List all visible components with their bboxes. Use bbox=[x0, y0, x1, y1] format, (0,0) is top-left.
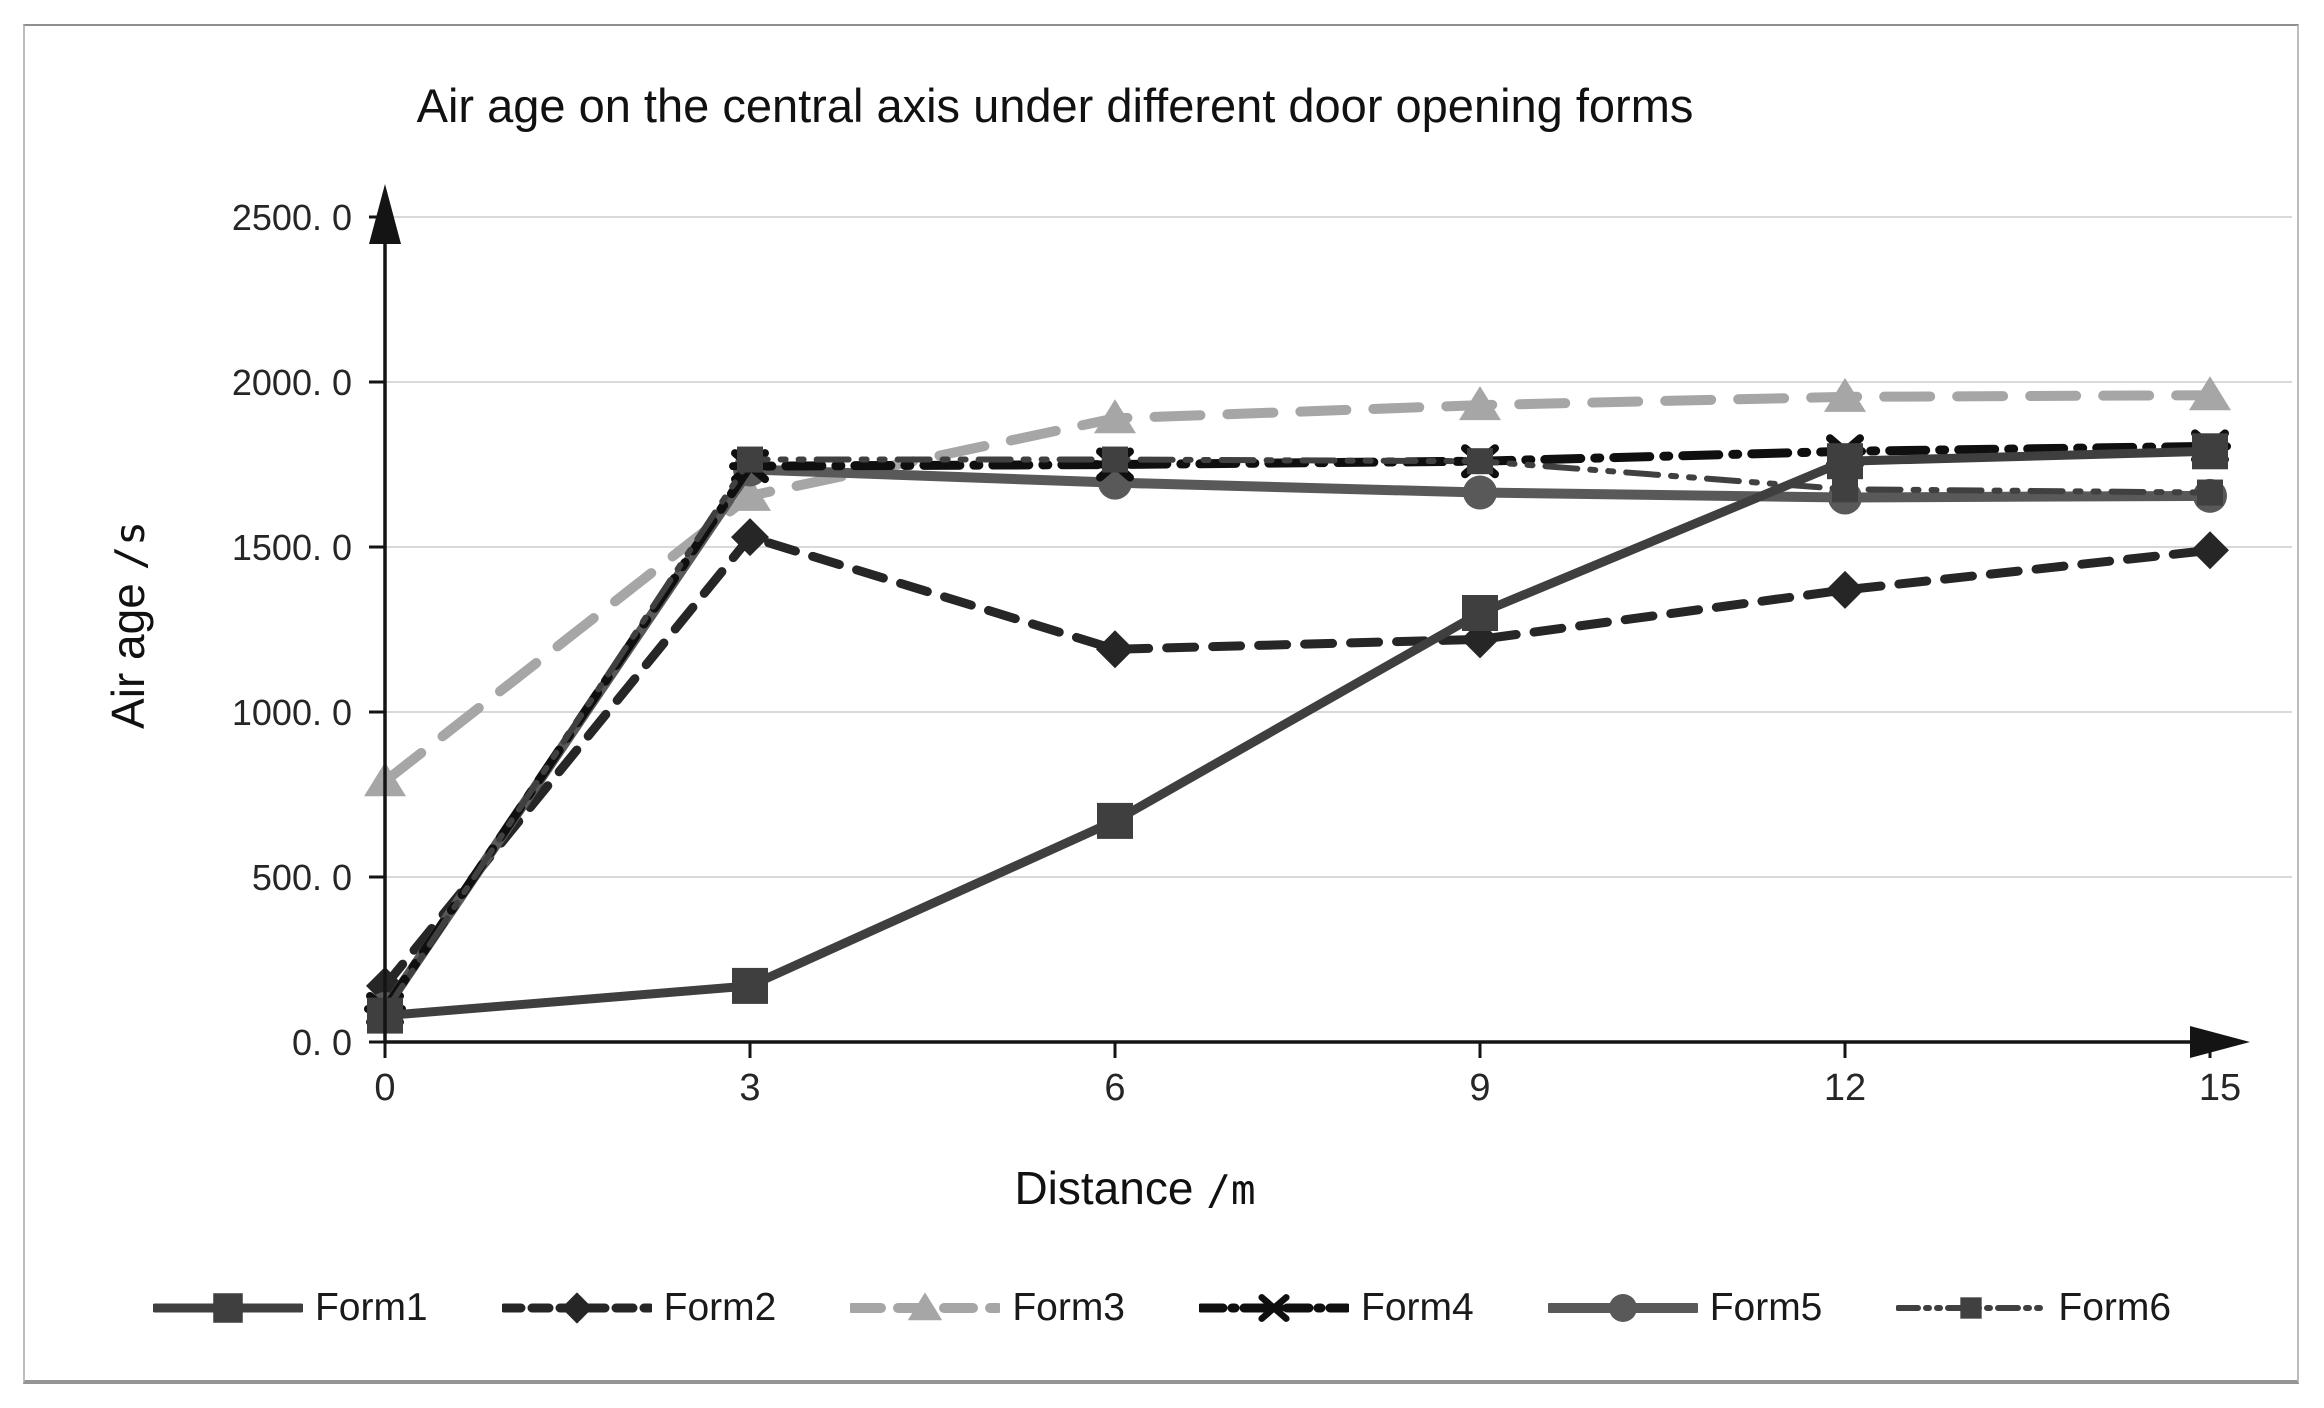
y-tick-label: 2000. 0 bbox=[232, 362, 352, 403]
x-axis-title-text: Distance bbox=[1014, 1162, 1194, 1214]
legend: Form1 Form2 Form3 Form4 Form5 Form6 bbox=[0, 1285, 2324, 1331]
chart-title: Air age on the central axis under differ… bbox=[416, 79, 1694, 132]
gridlines bbox=[385, 216, 2292, 878]
series-Form2-line bbox=[380, 532, 2215, 991]
legend-item-form5: Form5 bbox=[1547, 1285, 1823, 1331]
series-Form5 bbox=[368, 452, 2227, 1026]
series-Form6-line bbox=[382, 456, 2213, 1016]
series-Form3 bbox=[364, 376, 2231, 797]
y-axis-title-text: Air age bbox=[102, 583, 154, 729]
y-axis-unit: /s bbox=[106, 521, 154, 571]
y-tick-label: 2500. 0 bbox=[232, 197, 352, 238]
legend-label-form5: Form5 bbox=[1709, 1286, 1823, 1329]
axes: 0. 0 500. 0 1000. 0 1500. 0 2000. 0 2500. 0 0 3… bbox=[232, 184, 2250, 1109]
x-axis-arrow bbox=[2190, 1026, 2250, 1058]
y-axis-title: Air age /s bbox=[101, 521, 155, 729]
legend-swatch-form5 bbox=[1547, 1294, 1698, 1322]
legend-item-form4: Form4 bbox=[1199, 1285, 1474, 1331]
series-Form5-line bbox=[380, 464, 2215, 1014]
y-tick-label: 1000. 0 bbox=[232, 692, 352, 733]
x-tick-label: 3 bbox=[739, 1067, 760, 1109]
series-Form2 bbox=[366, 518, 2229, 1005]
legend-swatch-form2 bbox=[501, 1292, 652, 1324]
x-tick-label: 15 bbox=[2199, 1067, 2241, 1109]
y-tick-label: 1500. 0 bbox=[232, 527, 352, 568]
series-Form1-line bbox=[380, 446, 2215, 1021]
legend-label-form6: Form6 bbox=[2058, 1286, 2172, 1329]
legend-label-form1: Form1 bbox=[314, 1286, 428, 1329]
legend-item-form1: Form1 bbox=[152, 1285, 428, 1331]
x-axis-unit: /m bbox=[1206, 1166, 1256, 1214]
legend-item-form6: Form6 bbox=[1896, 1285, 2171, 1331]
y-tick-label: 0. 0 bbox=[292, 1022, 352, 1063]
x-axis-title: Distance /m bbox=[1014, 1161, 1255, 1215]
chart-frame bbox=[23, 24, 2299, 1384]
series-Form3-line bbox=[380, 390, 2215, 787]
legend-label-form3: Form3 bbox=[1012, 1286, 1125, 1329]
legend-item-form2: Form2 bbox=[501, 1285, 777, 1331]
legend-swatch-form1 bbox=[152, 1293, 303, 1323]
legend-swatch-form4 bbox=[1199, 1294, 1349, 1322]
legend-label-form4: Form4 bbox=[1361, 1286, 1474, 1329]
legend-label-form2: Form2 bbox=[663, 1286, 777, 1329]
y-axis-arrow bbox=[369, 184, 401, 244]
legend-swatch-form3 bbox=[850, 1292, 1001, 1321]
legend-item-form3: Form3 bbox=[850, 1285, 1125, 1331]
series-Form4-line bbox=[380, 441, 2215, 1014]
legend-swatch-form6 bbox=[1896, 1297, 2047, 1319]
x-tick-label: 9 bbox=[1469, 1067, 1490, 1109]
x-tick-label: 12 bbox=[1824, 1067, 1866, 1109]
x-tick-label: 0 bbox=[374, 1067, 395, 1109]
y-tick-label: 500. 0 bbox=[252, 857, 352, 898]
x-tick-label: 6 bbox=[1104, 1067, 1125, 1109]
series-Form4 bbox=[364, 429, 2231, 1026]
series-Form1 bbox=[367, 433, 2228, 1034]
series-Form6 bbox=[372, 446, 2223, 1026]
